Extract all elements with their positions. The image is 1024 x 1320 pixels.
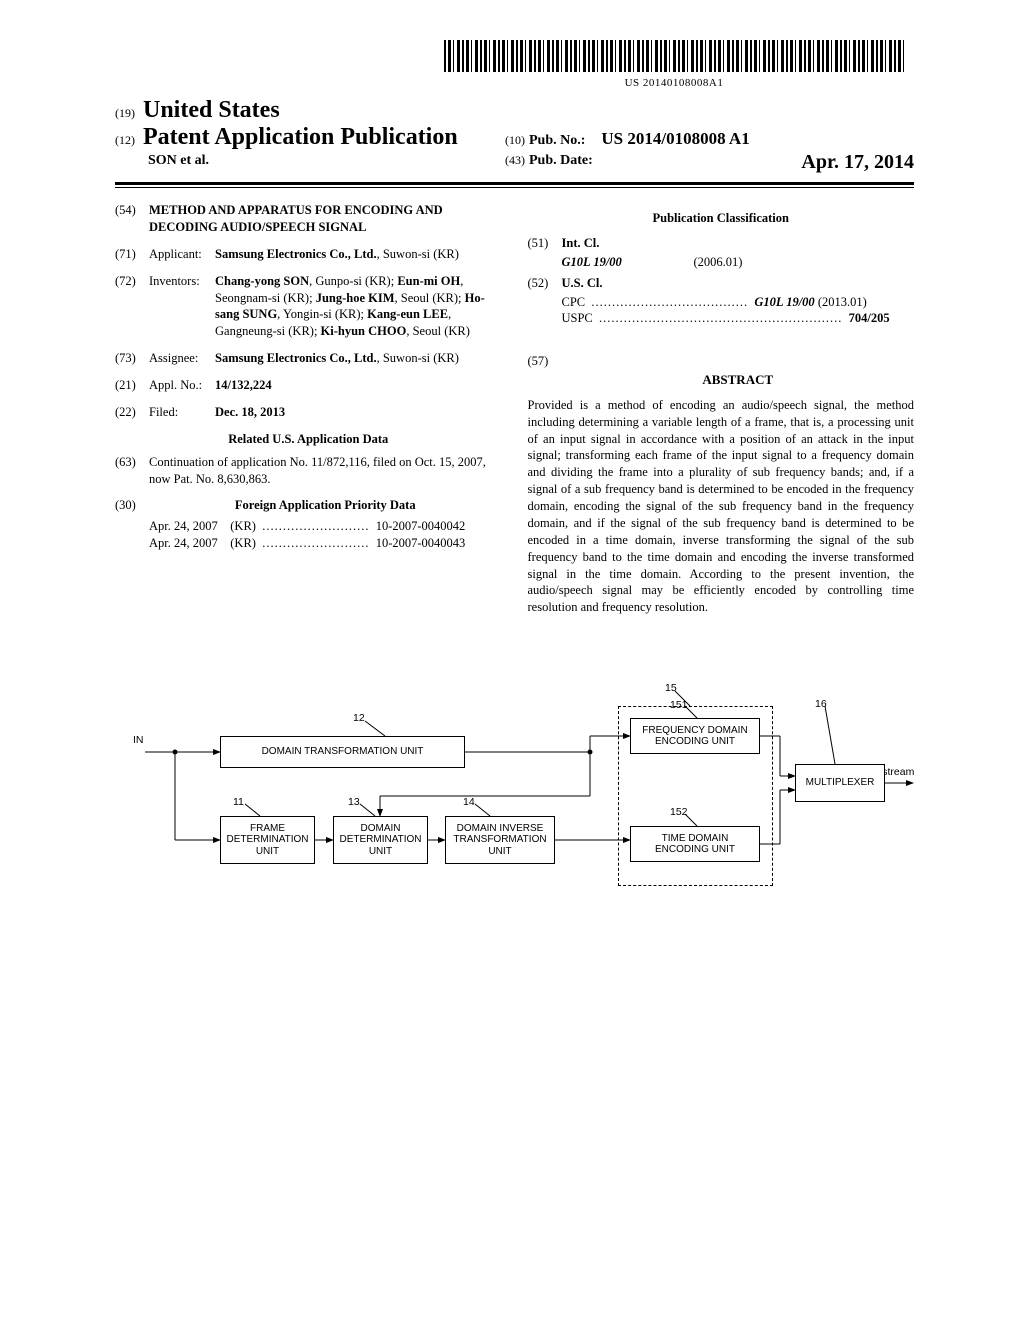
right-column: Publication Classification (51) Int. Cl.… — [528, 202, 915, 616]
field-21-num: (21) — [115, 377, 149, 394]
uscl-label: U.S. Cl. — [562, 276, 603, 290]
field-57-num: (57) — [528, 353, 562, 397]
box-frame-determination: FRAME DETERMINATION UNIT — [220, 816, 315, 864]
invention-title: METHOD AND APPARATUS FOR ENCODING AND DE… — [149, 202, 502, 236]
barcode-graphic — [444, 40, 904, 72]
barcode-label: US 20140108008A1 — [444, 77, 904, 89]
abstract-title: ABSTRACT — [562, 371, 915, 389]
foreign-priority-title: Foreign Application Priority Data — [149, 497, 502, 514]
filed-value: Dec. 18, 2013 — [215, 404, 502, 421]
code-43: (43) — [505, 153, 525, 167]
inventors-value: Chang-yong SON, Gunpo-si (KR); Eun-mi OH… — [215, 273, 502, 341]
ref-12: 12 — [353, 712, 365, 724]
box-domain-determination: DOMAIN DETERMINATION UNIT — [333, 816, 428, 864]
field-30-num: (30) — [115, 497, 149, 514]
code-12: (12) — [115, 133, 135, 147]
field-52-num: (52) — [528, 275, 562, 292]
box-multiplexer: MULTIPLEXER — [795, 764, 885, 802]
rule-thin — [115, 187, 914, 188]
pubdate-label: Pub. Date: — [529, 153, 593, 168]
barcode-region: US 20140108008A1 — [115, 40, 914, 89]
ref-152: 152 — [670, 806, 688, 818]
related-data-title: Related U.S. Application Data — [115, 431, 502, 448]
field-22-num: (22) — [115, 404, 149, 421]
code-19: (19) — [115, 106, 135, 120]
appl-no-value: 14/132,224 — [215, 377, 502, 394]
abstract-body: Provided is a method of encoding an audi… — [528, 397, 915, 616]
intcl-label: Int. Cl. — [562, 236, 600, 250]
ref-15: 15 — [665, 682, 677, 694]
priority-row-2: Apr. 24, 2007 (KR) .....................… — [149, 535, 502, 552]
field-63-num: (63) — [115, 454, 149, 488]
rule-thick — [115, 182, 914, 185]
code-10: (10) — [505, 133, 525, 147]
header: (19) United States (12) Patent Applicati… — [115, 97, 914, 188]
box-domain-transformation: DOMAIN TRANSFORMATION UNIT — [220, 736, 465, 768]
field-21-label: Appl. No.: — [149, 377, 215, 394]
field-71-label: Applicant: — [149, 246, 215, 263]
box-time-domain-encoding: TIME DOMAIN ENCODING UNIT — [630, 826, 760, 862]
assignee-value: Samsung Electronics Co., Ltd., Suwon-si … — [215, 350, 502, 367]
left-column: (54) METHOD AND APPARATUS FOR ENCODING A… — [115, 202, 502, 616]
box-freq-domain-encoding: FREQUENCY DOMAIN ENCODING UNIT — [630, 718, 760, 754]
field-54-num: (54) — [115, 202, 149, 236]
cpc-row: CPC ....................................… — [562, 294, 915, 311]
field-73-num: (73) — [115, 350, 149, 367]
ref-151: 151 — [670, 699, 688, 711]
intcl-row: G10L 19/00 (2006.01) — [562, 254, 915, 271]
pubdate-value: Apr. 17, 2014 — [801, 151, 914, 174]
ref-13: 13 — [348, 796, 360, 808]
box-domain-inverse-transformation: DOMAIN INVERSE TRANSFORMATION UNIT — [445, 816, 555, 864]
continuation-value: Continuation of application No. 11/872,1… — [149, 454, 502, 488]
field-22-label: Filed: — [149, 404, 215, 421]
in-label: IN — [133, 734, 144, 746]
field-71-num: (71) — [115, 246, 149, 263]
pubno-value: US 2014/0108008 A1 — [601, 129, 749, 148]
field-73-label: Assignee: — [149, 350, 215, 367]
author-line: SON et al. — [148, 153, 505, 169]
country-title: United States — [143, 97, 280, 123]
publication-type: Patent Application Publication — [143, 124, 458, 150]
ref-16: 16 — [815, 698, 827, 710]
pubno-label: Pub. No.: — [529, 133, 585, 148]
classification-title: Publication Classification — [528, 210, 915, 227]
ref-14: 14 — [463, 796, 475, 808]
field-72-num: (72) — [115, 273, 149, 341]
field-51-num: (51) — [528, 235, 562, 252]
priority-row-1: Apr. 24, 2007 (KR) .....................… — [149, 518, 502, 535]
ref-11: 11 — [233, 796, 244, 808]
uspc-row: USPC ...................................… — [562, 310, 915, 327]
block-diagram: IN Bitstream 15 151 152 16 12 11 13 14 D… — [115, 676, 915, 936]
field-72-label: Inventors: — [149, 273, 215, 341]
applicant-value: Samsung Electronics Co., Ltd., Suwon-si … — [215, 246, 502, 263]
